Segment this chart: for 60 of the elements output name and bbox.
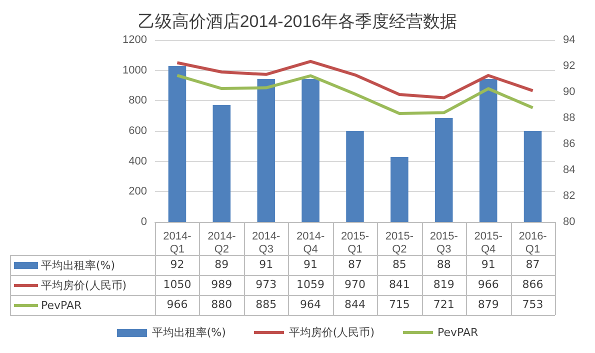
data-label: 753	[521, 297, 544, 313]
data-label: 715	[388, 297, 411, 313]
line-series	[176, 74, 534, 116]
data-label: 88	[436, 257, 452, 273]
data-label: 844	[343, 297, 366, 313]
data-label: 819	[432, 277, 456, 293]
x-tick-label: 2015-Q2	[385, 230, 414, 256]
data-label: 866	[521, 277, 544, 293]
data-label: 879	[476, 297, 500, 313]
text: PevPAR	[438, 326, 478, 339]
y2-tick-label: 86	[563, 138, 576, 150]
x-tick-label: 2014-Q3	[252, 230, 281, 256]
y2-tick-label: 80	[563, 216, 576, 228]
data-label: 973	[254, 277, 278, 293]
data-label: 91	[302, 257, 319, 273]
x-tick-label: 2014-Q1	[163, 230, 192, 256]
data-label: 1050	[162, 277, 192, 293]
legend-label: 平均房价(人民币)	[41, 278, 127, 292]
x-tick-label: 2014-Q2	[208, 230, 236, 256]
data-label: 87	[524, 257, 541, 273]
data-label: 841	[388, 277, 411, 293]
data-label: 85	[391, 257, 408, 273]
data-label: 989	[210, 277, 234, 293]
data-label: 92	[169, 257, 186, 273]
data-label: 721	[432, 297, 456, 313]
data-label: 885	[254, 297, 278, 313]
y2-tick-label: 92	[563, 60, 576, 72]
y-tick-label: 800	[128, 94, 147, 107]
y-tick-label: 400	[128, 155, 147, 168]
text: 平均出租率(%)	[152, 326, 226, 339]
data-label: 970	[343, 277, 366, 293]
legend-label: 平均出租率(%)	[41, 258, 116, 272]
legend-label: PevPAR	[41, 298, 82, 312]
y2-tick-label: 94	[563, 34, 576, 46]
y-tick-label: 600	[128, 125, 147, 137]
data-label: 964	[299, 297, 322, 313]
x-tick-label: 2015-Q4	[474, 230, 503, 256]
y-tick-label: 1000	[122, 64, 147, 76]
data-label: 91	[480, 257, 496, 273]
text: 平均房价(人民币)	[288, 326, 374, 339]
data-label: 966	[166, 297, 189, 313]
data-label: 91	[258, 257, 274, 273]
y2-tick-label: 90	[563, 86, 576, 98]
line-series	[176, 60, 534, 100]
y-tick-label: 200	[128, 186, 147, 198]
data-label: 1059	[296, 277, 326, 293]
data-label: 89	[214, 257, 230, 273]
x-tick-label: 2015-Q1	[340, 230, 370, 256]
x-tick-label: 2016-Q1	[518, 230, 548, 256]
data-label: 880	[210, 297, 234, 313]
y2-tick-label: 82	[563, 190, 576, 202]
data-label: 966	[476, 277, 500, 293]
y2-tick-label: 84	[563, 164, 576, 176]
x-tick-label: 2014-Q4	[296, 230, 325, 256]
data-label: 87	[346, 257, 363, 273]
y-tick-label: 1200	[122, 34, 147, 46]
chart-title: 乙级高价酒店2014-2016年各季度经营数据	[138, 12, 458, 31]
y2-tick-label: 88	[563, 112, 576, 124]
y-tick-label: 0	[140, 216, 147, 228]
x-tick-label: 2015-Q3	[430, 230, 458, 256]
